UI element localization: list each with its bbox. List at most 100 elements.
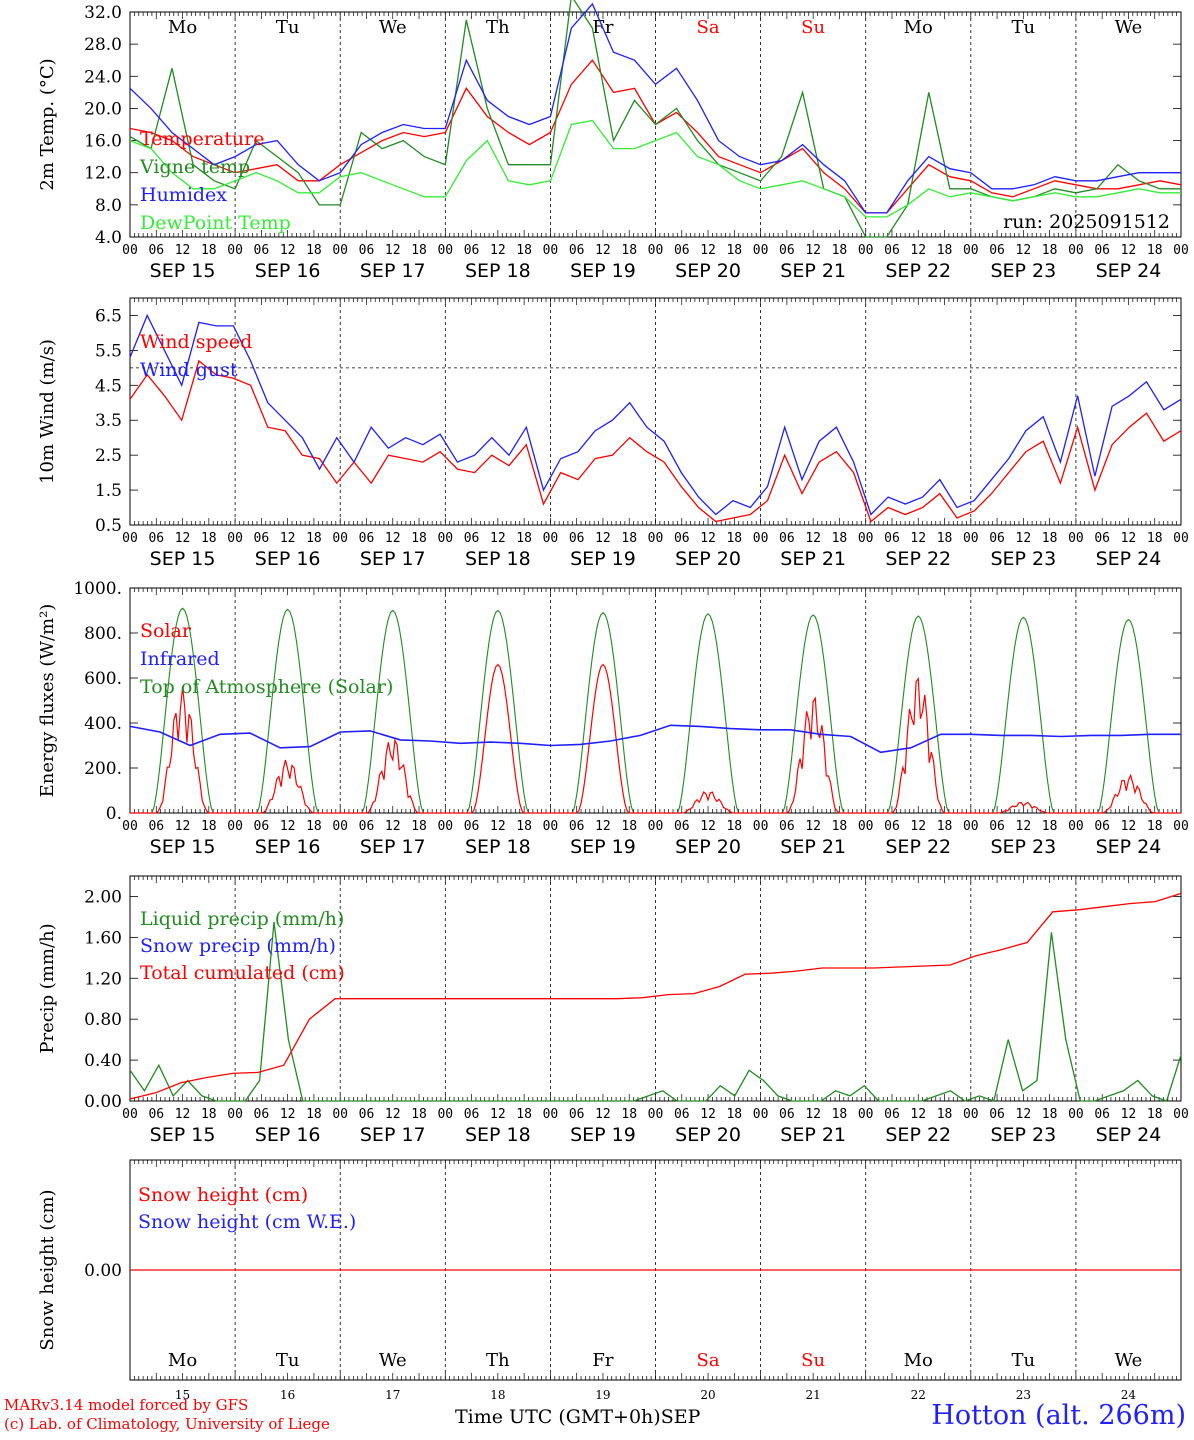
- y-axis-1: 4.0 8.0 12.0 16.0 20.0 24.0 28.0 32.0 2m Temp. (…: [37, 3, 1181, 248]
- date-label: SEP 20: [675, 548, 741, 570]
- hour-tick-label: 06: [674, 1107, 690, 1122]
- y-tick-label: 5.5: [95, 341, 122, 361]
- hour-tick-label: 00: [1173, 243, 1189, 258]
- model-credit: MARv3.14 model forced by GFS: [4, 1396, 249, 1414]
- hour-tick-label: 18: [411, 531, 427, 546]
- y-tick-label: 4.0: [95, 228, 122, 248]
- y-axis-label: Energy fluxes (W/m²): [37, 604, 58, 798]
- panel-4: 00 06 12 18 00 06 12 18 00 06 12 18 00 06 12 18 00 06 12 18…: [122, 875, 1189, 1146]
- y-tick-label: 24.0: [84, 67, 122, 87]
- hour-tick-label: 00: [1068, 531, 1084, 546]
- series-line-wind-speed: [129, 359, 1182, 523]
- hour-tick-label: 00: [648, 819, 664, 834]
- hour-tick-label: 12: [700, 531, 716, 546]
- day-name-bottom: Tu: [276, 1350, 300, 1371]
- hour-tick-label: 18: [726, 531, 742, 546]
- hour-tick-label: 06: [989, 819, 1005, 834]
- hour-tick-label: 00: [963, 1107, 979, 1122]
- hour-tick-label: 12: [595, 819, 611, 834]
- date-label: SEP 18: [465, 1124, 531, 1146]
- date-label: SEP 19: [570, 260, 636, 282]
- hour-tick-label: 18: [1042, 1107, 1058, 1122]
- date-label: SEP 15: [150, 260, 216, 282]
- lab-credit: (c) Lab. of Climatology, University of L…: [4, 1415, 330, 1433]
- hour-tick-label: 18: [201, 531, 217, 546]
- hour-tick-label: 06: [569, 243, 585, 258]
- y-tick-label: 12.0: [84, 164, 122, 184]
- date-label: SEP 23: [990, 260, 1056, 282]
- y-tick-label: 400.: [84, 714, 122, 734]
- hour-tick-label: 06: [464, 1107, 480, 1122]
- hour-tick-label: 06: [569, 531, 585, 546]
- y-tick-label: 0.40: [84, 1051, 122, 1071]
- series-line-humidex: [129, 2, 1181, 214]
- hour-tick-label: 00: [858, 1107, 874, 1122]
- y-tick-label: 6.5: [95, 306, 122, 326]
- hour-tick-label: 12: [595, 243, 611, 258]
- hour-tick-label: 12: [700, 1107, 716, 1122]
- hour-tick-label: 12: [490, 243, 506, 258]
- hour-tick-label: 12: [280, 531, 296, 546]
- hour-tick-label: 18: [516, 819, 532, 834]
- date-label: SEP 16: [255, 1124, 321, 1146]
- legend-entry: Wind gust: [140, 359, 238, 381]
- hour-tick-label: 12: [1121, 531, 1137, 546]
- hour-tick-label: 00: [437, 1107, 453, 1122]
- legend-entry: Wind speed: [140, 331, 252, 353]
- y-tick-label: 600.: [84, 669, 122, 689]
- y-axis-label: Snow height (cm): [37, 1189, 58, 1350]
- hour-tick-label: 18: [726, 243, 742, 258]
- hour-tick-label: 06: [148, 243, 164, 258]
- hour-tick-label: 06: [359, 243, 375, 258]
- y-axis-4: 0.00 0.40 0.80 1.20 1.60 2.00 Precip (mm/h): [37, 887, 1181, 1112]
- day-number: 20: [700, 1388, 715, 1402]
- hour-tick-label: 00: [753, 531, 769, 546]
- hour-tick-label: 18: [621, 819, 637, 834]
- y-tick-label: 0.00: [84, 1261, 122, 1281]
- date-label: SEP 24: [1096, 1124, 1162, 1146]
- day-number: 21: [806, 1388, 821, 1402]
- hour-tick-label: 06: [989, 531, 1005, 546]
- legend-entry: Infrared: [140, 648, 220, 670]
- day-number: 22: [911, 1388, 926, 1402]
- time-axis-title: Time UTC (GMT+0h)SEP: [455, 1406, 700, 1428]
- hour-tick-label: 18: [306, 531, 322, 546]
- hour-tick-label: 12: [1121, 819, 1137, 834]
- hour-tick-label: 00: [648, 531, 664, 546]
- y-axis-2: 0.5 1.5 2.5 3.5 4.5 5.5 6.5 10m Wind (m/s): [37, 306, 1181, 536]
- hour-tick-label: 00: [122, 819, 138, 834]
- hour-tick-label: 00: [122, 243, 138, 258]
- date-label: SEP 17: [360, 548, 426, 570]
- hour-tick-label: 18: [1147, 1107, 1163, 1122]
- energy-lines: [129, 607, 1181, 814]
- hour-tick-label: 06: [464, 243, 480, 258]
- date-label: SEP 21: [780, 1124, 846, 1146]
- hour-tick-label: 18: [1042, 531, 1058, 546]
- date-label: SEP 23: [990, 548, 1056, 570]
- hour-tick-label: 06: [254, 1107, 270, 1122]
- hour-tick-label: 18: [937, 1107, 953, 1122]
- hour-tick-label: 00: [1173, 1107, 1189, 1122]
- hour-tick-label: 18: [1147, 819, 1163, 834]
- hour-tick-label: 18: [306, 819, 322, 834]
- hour-tick-label: 06: [1094, 531, 1110, 546]
- y-tick-label: 0.80: [84, 1010, 122, 1030]
- hour-tick-label: 12: [910, 1107, 926, 1122]
- hour-tick-label: 06: [674, 243, 690, 258]
- day-number: 23: [1016, 1388, 1031, 1402]
- month-label: SEP: [660, 1406, 701, 1428]
- panel-2: 00 06 12 18 00 06 12 18 00 06 12 18 00 06 12 18 00 06 12 18…: [122, 297, 1189, 570]
- legend-5: Snow height (cm) Snow height (cm W.E.): [138, 1184, 356, 1233]
- hour-tick-label: 00: [858, 243, 874, 258]
- hour-tick-label: 18: [937, 243, 953, 258]
- hour-tick-label: 00: [332, 531, 348, 546]
- hour-tick-label: 00: [332, 243, 348, 258]
- day-name-top: We: [379, 17, 407, 38]
- hour-tick-label: 00: [1068, 1107, 1084, 1122]
- day-number: 16: [280, 1388, 295, 1402]
- hour-tick-label: 18: [411, 243, 427, 258]
- legend-entry: Snow height (cm W.E.): [138, 1211, 356, 1233]
- y-tick-label: 3.5: [95, 411, 122, 431]
- date-label: SEP 15: [150, 548, 216, 570]
- hour-tick-label: 06: [254, 819, 270, 834]
